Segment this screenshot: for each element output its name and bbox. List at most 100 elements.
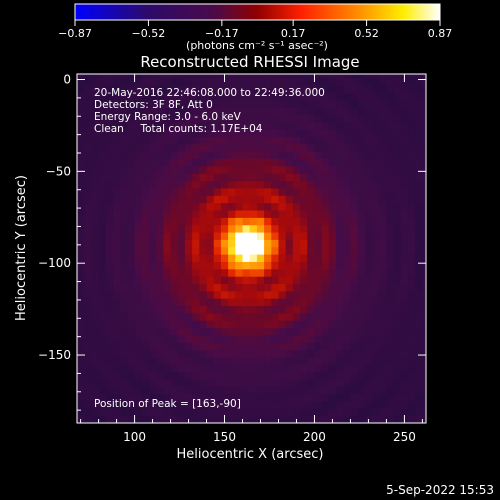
heatmap-cell bbox=[105, 180, 114, 189]
heatmap-cell bbox=[386, 85, 395, 93]
heatmap-cell bbox=[134, 187, 143, 196]
heatmap-cell bbox=[184, 378, 193, 387]
heatmap-cell bbox=[386, 173, 395, 182]
heatmap-cell bbox=[400, 217, 409, 226]
heatmap-cell bbox=[321, 217, 330, 226]
heatmap-cell bbox=[112, 224, 121, 233]
heatmap-cell bbox=[300, 408, 308, 417]
heatmap-cell bbox=[120, 364, 128, 373]
heatmap-cell bbox=[314, 231, 323, 240]
heatmap-cell bbox=[199, 283, 208, 292]
heatmap-cell bbox=[156, 77, 164, 86]
heatmap-cell bbox=[321, 85, 330, 93]
heatmap-cell bbox=[386, 327, 395, 336]
heatmap-cell bbox=[357, 209, 366, 218]
heatmap-cell bbox=[379, 180, 388, 189]
heatmap-cell bbox=[343, 268, 352, 277]
heatmap-cell bbox=[206, 165, 215, 174]
heatmap-cell bbox=[307, 209, 316, 218]
heatmap-cell bbox=[256, 187, 265, 196]
heatmap-cell bbox=[379, 224, 388, 233]
heatmap-cell bbox=[177, 334, 186, 343]
heatmap-cell bbox=[220, 246, 229, 255]
heatmap-cell bbox=[220, 371, 229, 380]
heatmap-cell bbox=[321, 305, 330, 314]
heatmap-cell bbox=[285, 129, 294, 138]
heatmap-cell bbox=[343, 276, 352, 284]
heatmap-cell bbox=[220, 268, 229, 277]
heatmap-cell bbox=[393, 202, 402, 211]
heatmap-cell bbox=[343, 334, 352, 343]
heatmap-cell bbox=[271, 393, 280, 402]
heatmap-cell bbox=[170, 173, 179, 182]
heatmap-cell bbox=[77, 268, 85, 277]
heatmap-cell bbox=[120, 74, 128, 79]
heatmap-cell bbox=[77, 195, 85, 204]
heatmap-cell bbox=[84, 136, 92, 145]
heatmap-cell bbox=[134, 371, 143, 380]
heatmap-cell bbox=[256, 334, 265, 343]
heatmap-cell bbox=[393, 268, 402, 277]
heatmap-cell bbox=[364, 334, 373, 343]
heatmap-cell bbox=[134, 378, 143, 387]
heatmap-cell bbox=[228, 173, 236, 182]
heatmap-cell bbox=[199, 400, 208, 409]
heatmap-cell bbox=[393, 217, 402, 226]
heatmap-cell bbox=[127, 327, 136, 336]
heatmap-cell bbox=[249, 107, 258, 116]
heatmap-cell bbox=[408, 290, 416, 299]
heatmap-cell bbox=[242, 173, 251, 182]
heatmap-cell bbox=[393, 165, 402, 174]
heatmap-cell bbox=[184, 217, 193, 226]
heatmap-cell bbox=[285, 305, 294, 314]
heatmap-cell bbox=[292, 85, 301, 93]
heatmap-cell bbox=[177, 195, 186, 204]
heatmap-cell bbox=[242, 283, 251, 292]
heatmap-cell bbox=[422, 312, 426, 321]
heatmap-cell bbox=[199, 305, 208, 314]
heatmap-cell bbox=[357, 173, 366, 182]
heatmap-cell bbox=[91, 129, 100, 138]
heatmap-cell bbox=[350, 342, 359, 351]
heatmap-cell bbox=[163, 356, 172, 365]
heatmap-cell bbox=[213, 217, 222, 226]
heatmap-cell bbox=[242, 400, 251, 409]
heatmap-cell bbox=[357, 99, 366, 108]
heatmap-cell bbox=[415, 342, 424, 351]
heatmap-cell bbox=[163, 121, 172, 130]
heatmap-cell bbox=[206, 74, 215, 79]
heatmap-cell bbox=[328, 129, 337, 138]
heatmap-cell bbox=[364, 151, 373, 160]
heatmap-cell bbox=[242, 77, 251, 86]
heatmap-cell bbox=[372, 342, 380, 351]
heatmap-cell bbox=[386, 121, 395, 130]
heatmap-cell bbox=[192, 327, 200, 336]
heatmap-cell bbox=[300, 268, 308, 277]
heatmap-cell bbox=[235, 254, 244, 262]
heatmap-cell bbox=[156, 121, 164, 130]
heatmap-cell bbox=[141, 378, 150, 387]
heatmap-cell bbox=[271, 129, 280, 138]
heatmap-cell bbox=[220, 165, 229, 174]
heatmap-cell bbox=[163, 209, 172, 218]
heatmap-cell bbox=[264, 312, 272, 321]
heatmap-cell bbox=[120, 371, 128, 380]
heatmap-cell bbox=[156, 283, 164, 292]
heatmap-cell bbox=[379, 364, 388, 373]
heatmap-cell bbox=[292, 74, 301, 79]
heatmap-cell bbox=[314, 298, 323, 307]
heatmap-cell bbox=[379, 209, 388, 218]
heatmap-cell bbox=[415, 268, 424, 277]
heatmap-cell bbox=[256, 114, 265, 123]
heatmap-cell bbox=[148, 165, 157, 174]
heatmap-cell bbox=[163, 393, 172, 402]
heatmap-cell bbox=[249, 158, 258, 167]
heatmap-cell bbox=[343, 371, 352, 380]
heatmap-cell bbox=[300, 114, 308, 123]
heatmap-cell bbox=[350, 312, 359, 321]
heatmap-cell bbox=[148, 261, 157, 270]
heatmap-cell bbox=[364, 268, 373, 277]
heatmap-cell bbox=[91, 151, 100, 160]
heatmap-cell bbox=[170, 143, 179, 152]
heatmap-cell bbox=[134, 268, 143, 277]
